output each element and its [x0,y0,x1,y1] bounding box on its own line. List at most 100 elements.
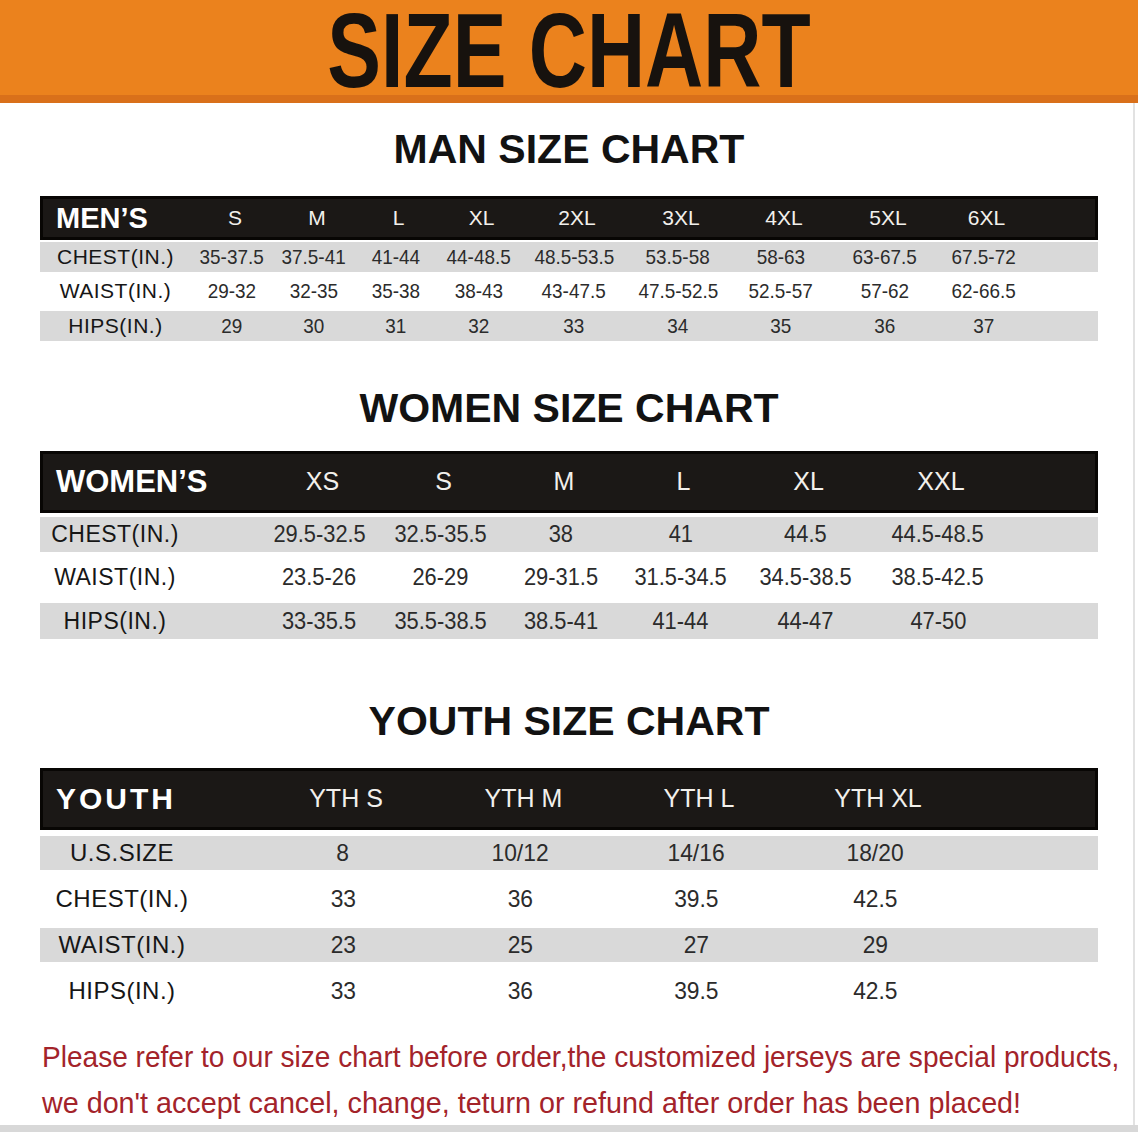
size-value-cell: 36 [433,977,608,1005]
size-value-cell: 30 [273,314,355,338]
size-value-cell: 26-29 [380,564,501,591]
size-value-cell: 23 [253,931,433,959]
size-column-header: YTH XL [787,784,969,813]
size-value-cell: 36 [833,314,937,338]
row-label: HIPS(IN.) [40,314,191,338]
size-value-cell: 31.5-34.5 [621,564,740,591]
table-category-header: WOMEN’S [43,464,262,500]
size-value-cell: 29.5-32.5 [259,521,380,548]
size-value-cell: 32-35 [273,279,355,303]
women-size-table: WOMEN’SXSSMLXLXXL CHEST(IN.)29.5-32.532.… [40,451,1098,643]
size-column-header: 2XL [524,206,630,230]
size-value-cell: 39.5 [608,977,784,1005]
size-column-header: XL [439,206,524,230]
size-table-row: WAIST(IN.)23.5-2626-2929-31.531.5-34.534… [40,556,1098,599]
row-label: WAIST(IN.) [40,931,253,959]
size-value-cell: 63-67.5 [833,245,937,269]
disclaimer-line-2: we don't accept cancel, change, teturn o… [42,1080,1091,1126]
size-column-header: 3XL [630,206,732,230]
size-value-cell: 41-44 [355,245,436,269]
row-label: HIPS(IN.) [40,608,259,635]
youth-size-table: YOUTHYTH SYTH MYTH LYTH XL U.S.SIZE810/1… [40,768,1098,1015]
size-value-cell: 33 [253,885,433,913]
size-value-cell: 29 [784,931,966,959]
size-table-row: WAIST(IN.)29-3232-3535-3838-4343-47.547.… [40,274,1098,308]
size-value-cell: 18/20 [784,839,966,867]
size-value-cell: 48.5-53.5 [521,245,627,269]
row-label: WAIST(IN.) [40,279,191,303]
size-column-header: S [383,467,504,496]
size-value-cell: 47.5-52.5 [627,279,729,303]
size-value-cell: 38-43 [436,279,521,303]
size-column-header: XS [262,467,383,496]
youth-section-heading: YOUTH SIZE CHART [0,697,1138,745]
men-table-header-row: MEN’SSMLXL2XL3XL4XL5XL6XL [40,196,1098,240]
bottom-edge-divider [0,1125,1138,1132]
size-column-header: L [624,467,743,496]
size-value-cell: 42.5 [784,977,966,1005]
size-column-header: 4XL [732,206,836,230]
size-value-cell: 10/12 [433,839,608,867]
size-value-cell: 8 [253,839,433,867]
size-value-cell: 41-44 [621,608,740,635]
row-label: HIPS(IN.) [40,977,253,1005]
size-column-header: 6XL [940,206,1033,230]
size-value-cell: 32 [436,314,521,338]
size-column-header: M [504,467,624,496]
size-value-cell: 47-50 [871,608,1005,635]
size-value-cell: 35 [729,314,833,338]
size-column-header: XXL [874,467,1008,496]
row-label: U.S.SIZE [40,839,253,867]
size-column-header: XL [743,467,874,496]
size-value-cell: 35-38 [355,279,436,303]
men-table-body: CHEST(IN.)35-37.537.5-4141-4444-48.548.5… [40,240,1098,343]
size-value-cell: 44.5-48.5 [871,521,1005,548]
size-table-row: CHEST(IN.)35-37.537.5-4141-4444-48.548.5… [40,240,1098,274]
size-value-cell: 58-63 [729,245,833,269]
size-value-cell: 25 [433,931,608,959]
size-value-cell: 31 [355,314,436,338]
women-table-body: CHEST(IN.)29.5-32.532.5-35.5384144.544.5… [40,513,1098,643]
size-value-cell: 38 [501,521,621,548]
size-value-cell: 29 [191,314,273,338]
size-column-header: YTH M [436,784,611,813]
size-table-row: HIPS(IN.)33-35.535.5-38.538.5-4141-4444-… [40,599,1098,642]
size-value-cell: 34.5-38.5 [740,564,871,591]
men-size-table: MEN’SSMLXL2XL3XL4XL5XL6XL CHEST(IN.)35-3… [40,196,1098,343]
size-value-cell: 62-66.5 [937,279,1030,303]
size-value-cell: 53.5-58 [627,245,729,269]
disclaimer-text: Please refer to our size chart before or… [42,1034,1138,1126]
size-value-cell: 37 [937,314,1030,338]
size-value-cell: 34 [627,314,729,338]
men-section-heading: MAN SIZE CHART [0,125,1138,173]
women-section-heading: WOMEN SIZE CHART [0,384,1138,432]
size-value-cell: 29-32 [191,279,273,303]
youth-table-body: U.S.SIZE810/1214/1618/20CHEST(IN.)333639… [40,830,1098,1015]
row-label: CHEST(IN.) [40,245,191,269]
size-value-cell: 39.5 [608,885,784,913]
size-value-cell: 33 [521,314,627,338]
size-value-cell: 38.5-42.5 [871,564,1005,591]
size-table-row: U.S.SIZE810/1214/1618/20 [40,830,1098,876]
size-value-cell: 23.5-26 [259,564,380,591]
size-value-cell: 14/16 [608,839,784,867]
size-value-cell: 42.5 [784,885,966,913]
row-label: CHEST(IN.) [40,521,259,548]
table-category-header: MEN’S [43,202,194,235]
size-value-cell: 44-47 [740,608,871,635]
row-label: WAIST(IN.) [40,564,259,591]
size-column-header: 5XL [836,206,940,230]
size-value-cell: 29-31.5 [501,564,621,591]
size-value-cell: 33 [253,977,433,1005]
size-value-cell: 27 [608,931,784,959]
size-value-cell: 67.5-72 [937,245,1030,269]
banner-title: SIZE CHART [327,0,810,103]
size-table-row: CHEST(IN.)333639.542.5 [40,876,1098,922]
size-value-cell: 36 [433,885,608,913]
size-column-header: YTH S [256,784,436,813]
size-value-cell: 43-47.5 [521,279,627,303]
size-value-cell: 32.5-35.5 [380,521,501,548]
size-value-cell: 37.5-41 [273,245,355,269]
size-table-row: CHEST(IN.)29.5-32.532.5-35.5384144.544.5… [40,513,1098,556]
size-table-row: WAIST(IN.)23252729 [40,922,1098,968]
